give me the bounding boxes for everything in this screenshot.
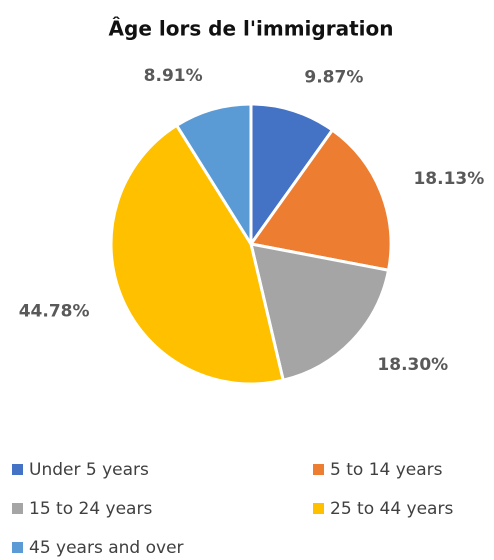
pie-slice (174, 102, 253, 250)
legend-label: 25 to 44 years (330, 499, 453, 519)
legend-swatch (12, 464, 23, 475)
data-label: 18.13% (413, 169, 484, 189)
pie-slice (248, 127, 393, 273)
legend-swatch (313, 503, 324, 514)
legend-label: 45 years and over (29, 538, 184, 558)
legend-swatch (12, 503, 23, 514)
data-label: 9.87% (304, 67, 363, 87)
pie-slice (109, 123, 286, 386)
legend-label: 5 to 14 years (330, 460, 443, 480)
legend-label: Under 5 years (29, 460, 149, 480)
legend-label: 15 to 24 years (29, 499, 152, 519)
legend-swatch (313, 464, 324, 475)
chart-title: Âge lors de l'immigration (109, 17, 394, 41)
legend-swatch (12, 542, 23, 553)
data-label: 44.78% (19, 302, 90, 322)
pie-slice (249, 102, 335, 249)
data-label: 8.91% (144, 66, 203, 86)
pie-slice (249, 242, 391, 383)
data-label: 18.30% (377, 355, 448, 375)
